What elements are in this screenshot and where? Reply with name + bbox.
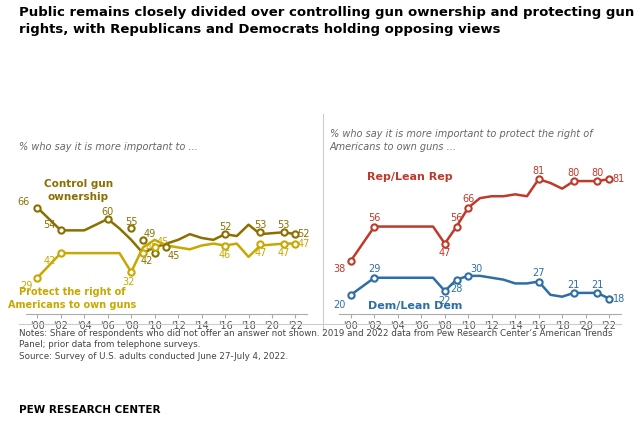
Text: 53: 53 [254,220,266,230]
Text: 46: 46 [219,250,231,260]
Text: % who say it is more important to protect the right of
Americans to own guns ...: % who say it is more important to protec… [330,129,592,152]
Text: 80: 80 [568,168,580,178]
Text: 60: 60 [102,207,114,217]
Text: 28: 28 [451,285,463,294]
Text: 47: 47 [298,239,310,248]
Text: 47: 47 [438,248,451,258]
Text: 27: 27 [532,268,545,278]
Text: 20: 20 [333,299,346,310]
Text: Public remains closely divided over controlling gun ownership and protecting gun: Public remains closely divided over cont… [19,6,634,36]
Text: 47: 47 [278,248,290,258]
Text: 42: 42 [145,243,157,253]
Text: 56: 56 [368,213,381,223]
Text: 81: 81 [532,166,545,176]
Text: 55: 55 [125,217,138,226]
Text: 18: 18 [612,293,625,304]
Text: 45: 45 [157,237,169,247]
Text: Dem/Lean Dem: Dem/Lean Dem [368,301,463,311]
Text: Notes: Share of respondents who did not offer an answer not shown. 2019 and 2022: Notes: Share of respondents who did not … [19,329,612,361]
Text: 32: 32 [122,277,134,287]
Text: 81: 81 [612,174,625,184]
Text: 45: 45 [167,251,180,261]
Text: 80: 80 [591,168,604,178]
Text: 47: 47 [254,248,266,258]
Text: 38: 38 [333,264,346,274]
Text: 42: 42 [44,257,56,266]
Text: 29: 29 [20,281,33,291]
Text: 21: 21 [591,279,604,290]
Text: 53: 53 [278,220,290,230]
Text: PEW RESEARCH CENTER: PEW RESEARCH CENTER [19,405,161,415]
Text: Control gun
ownership: Control gun ownership [44,179,113,202]
Text: 30: 30 [470,264,483,274]
Text: Protect the right of
Americans to own guns: Protect the right of Americans to own gu… [8,287,137,310]
Text: 56: 56 [451,213,463,223]
Text: 52: 52 [219,222,231,232]
Text: 29: 29 [368,265,381,274]
Text: 52: 52 [298,229,310,239]
Text: 49: 49 [144,229,156,239]
Text: 22: 22 [438,296,451,306]
Text: 66: 66 [17,197,29,207]
Text: 54: 54 [44,220,56,230]
Text: 66: 66 [462,194,474,204]
Text: 21: 21 [568,279,580,290]
Text: 42: 42 [140,257,152,266]
Text: Rep/Lean Rep: Rep/Lean Rep [367,172,452,182]
Text: % who say it is more important to ...: % who say it is more important to ... [19,142,198,152]
